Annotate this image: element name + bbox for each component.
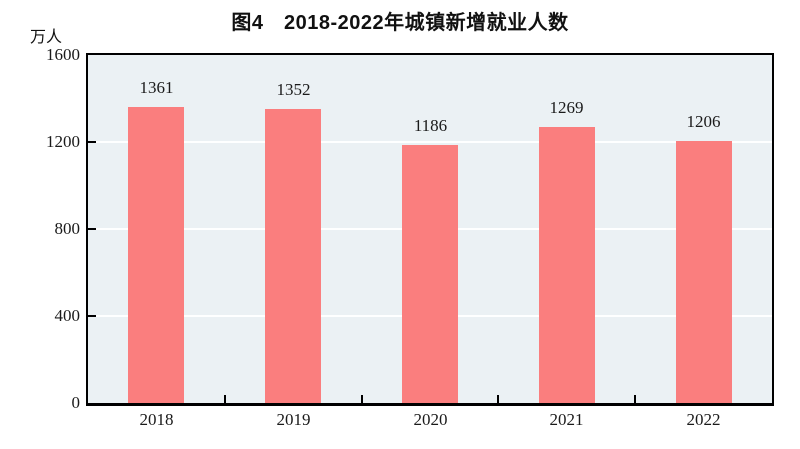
bar-2021	[539, 127, 595, 403]
y-axis-label-800: 800	[54, 219, 81, 238]
x-axis-label-2022: 2022	[686, 410, 721, 429]
bar-value-label-2020: 1186	[413, 116, 448, 135]
y-axis-tick-1200	[88, 141, 96, 143]
x-axis-tick	[497, 395, 500, 403]
plot-inner: 1361 1352 1186 1269 1206	[88, 55, 772, 403]
y-axis-label-1600: 1600	[46, 45, 80, 64]
bar-2022	[676, 141, 732, 403]
x-axis-label-2019: 2019	[276, 410, 311, 429]
y-axis-tick-400	[88, 315, 96, 317]
bar-2020	[402, 145, 458, 403]
y-axis-label-1200: 1200	[46, 132, 80, 151]
x-axis-label-2021: 2021	[549, 410, 584, 429]
x-axis-label-2018: 2018	[139, 410, 174, 429]
y-axis-tick-800	[88, 228, 96, 230]
y-axis-unit-label: 万人	[30, 29, 63, 46]
x-axis-tick	[360, 395, 363, 403]
bar-value-label-2019: 1352	[276, 80, 311, 99]
x-axis-label-2020: 2020	[413, 410, 448, 429]
bar-value-label-2022: 1206	[686, 112, 721, 131]
gridline-1200	[88, 141, 772, 143]
bar-value-label-2021: 1269	[549, 98, 584, 117]
chart-title: 图4 2018-2022年城镇新增就业人数	[231, 12, 569, 34]
x-axis-tick	[634, 395, 637, 403]
plot-area: 1361 1352 1186 1269 1206	[86, 53, 774, 406]
bar-value-label-2018: 1361	[139, 78, 174, 97]
bar-2018	[128, 107, 184, 403]
bar-2019	[265, 109, 321, 403]
y-axis-label-400: 400	[54, 306, 81, 325]
x-axis-tick	[223, 395, 226, 403]
y-axis-label-0: 0	[71, 393, 81, 412]
